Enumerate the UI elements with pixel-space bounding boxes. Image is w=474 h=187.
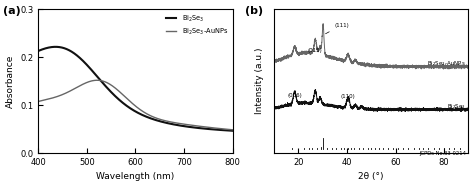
- X-axis label: Wavelength (nm): Wavelength (nm): [96, 172, 174, 181]
- Y-axis label: Absorbance: Absorbance: [6, 54, 15, 108]
- Text: (006): (006): [287, 93, 302, 98]
- Text: (111): (111): [326, 23, 349, 34]
- Text: Bi$_2$Se$_3$: Bi$_2$Se$_3$: [447, 102, 466, 111]
- Text: (110): (110): [341, 94, 356, 99]
- Text: (b): (b): [245, 6, 263, 16]
- Legend: Bi$_2$Se$_3$, Bi$_2$Se$_3$-AuNPs: Bi$_2$Se$_3$, Bi$_2$Se$_3$-AuNPs: [165, 12, 229, 38]
- Text: JCPDs No.33-0214: JCPDs No.33-0214: [419, 151, 466, 156]
- X-axis label: 2θ (°): 2θ (°): [358, 172, 384, 181]
- Text: (a): (a): [3, 6, 21, 16]
- Y-axis label: Intensity (a.u.): Intensity (a.u.): [255, 48, 264, 114]
- Text: Bi$_2$Se$_3$-AuNPs: Bi$_2$Se$_3$-AuNPs: [427, 59, 466, 68]
- Text: (015): (015): [308, 47, 323, 53]
